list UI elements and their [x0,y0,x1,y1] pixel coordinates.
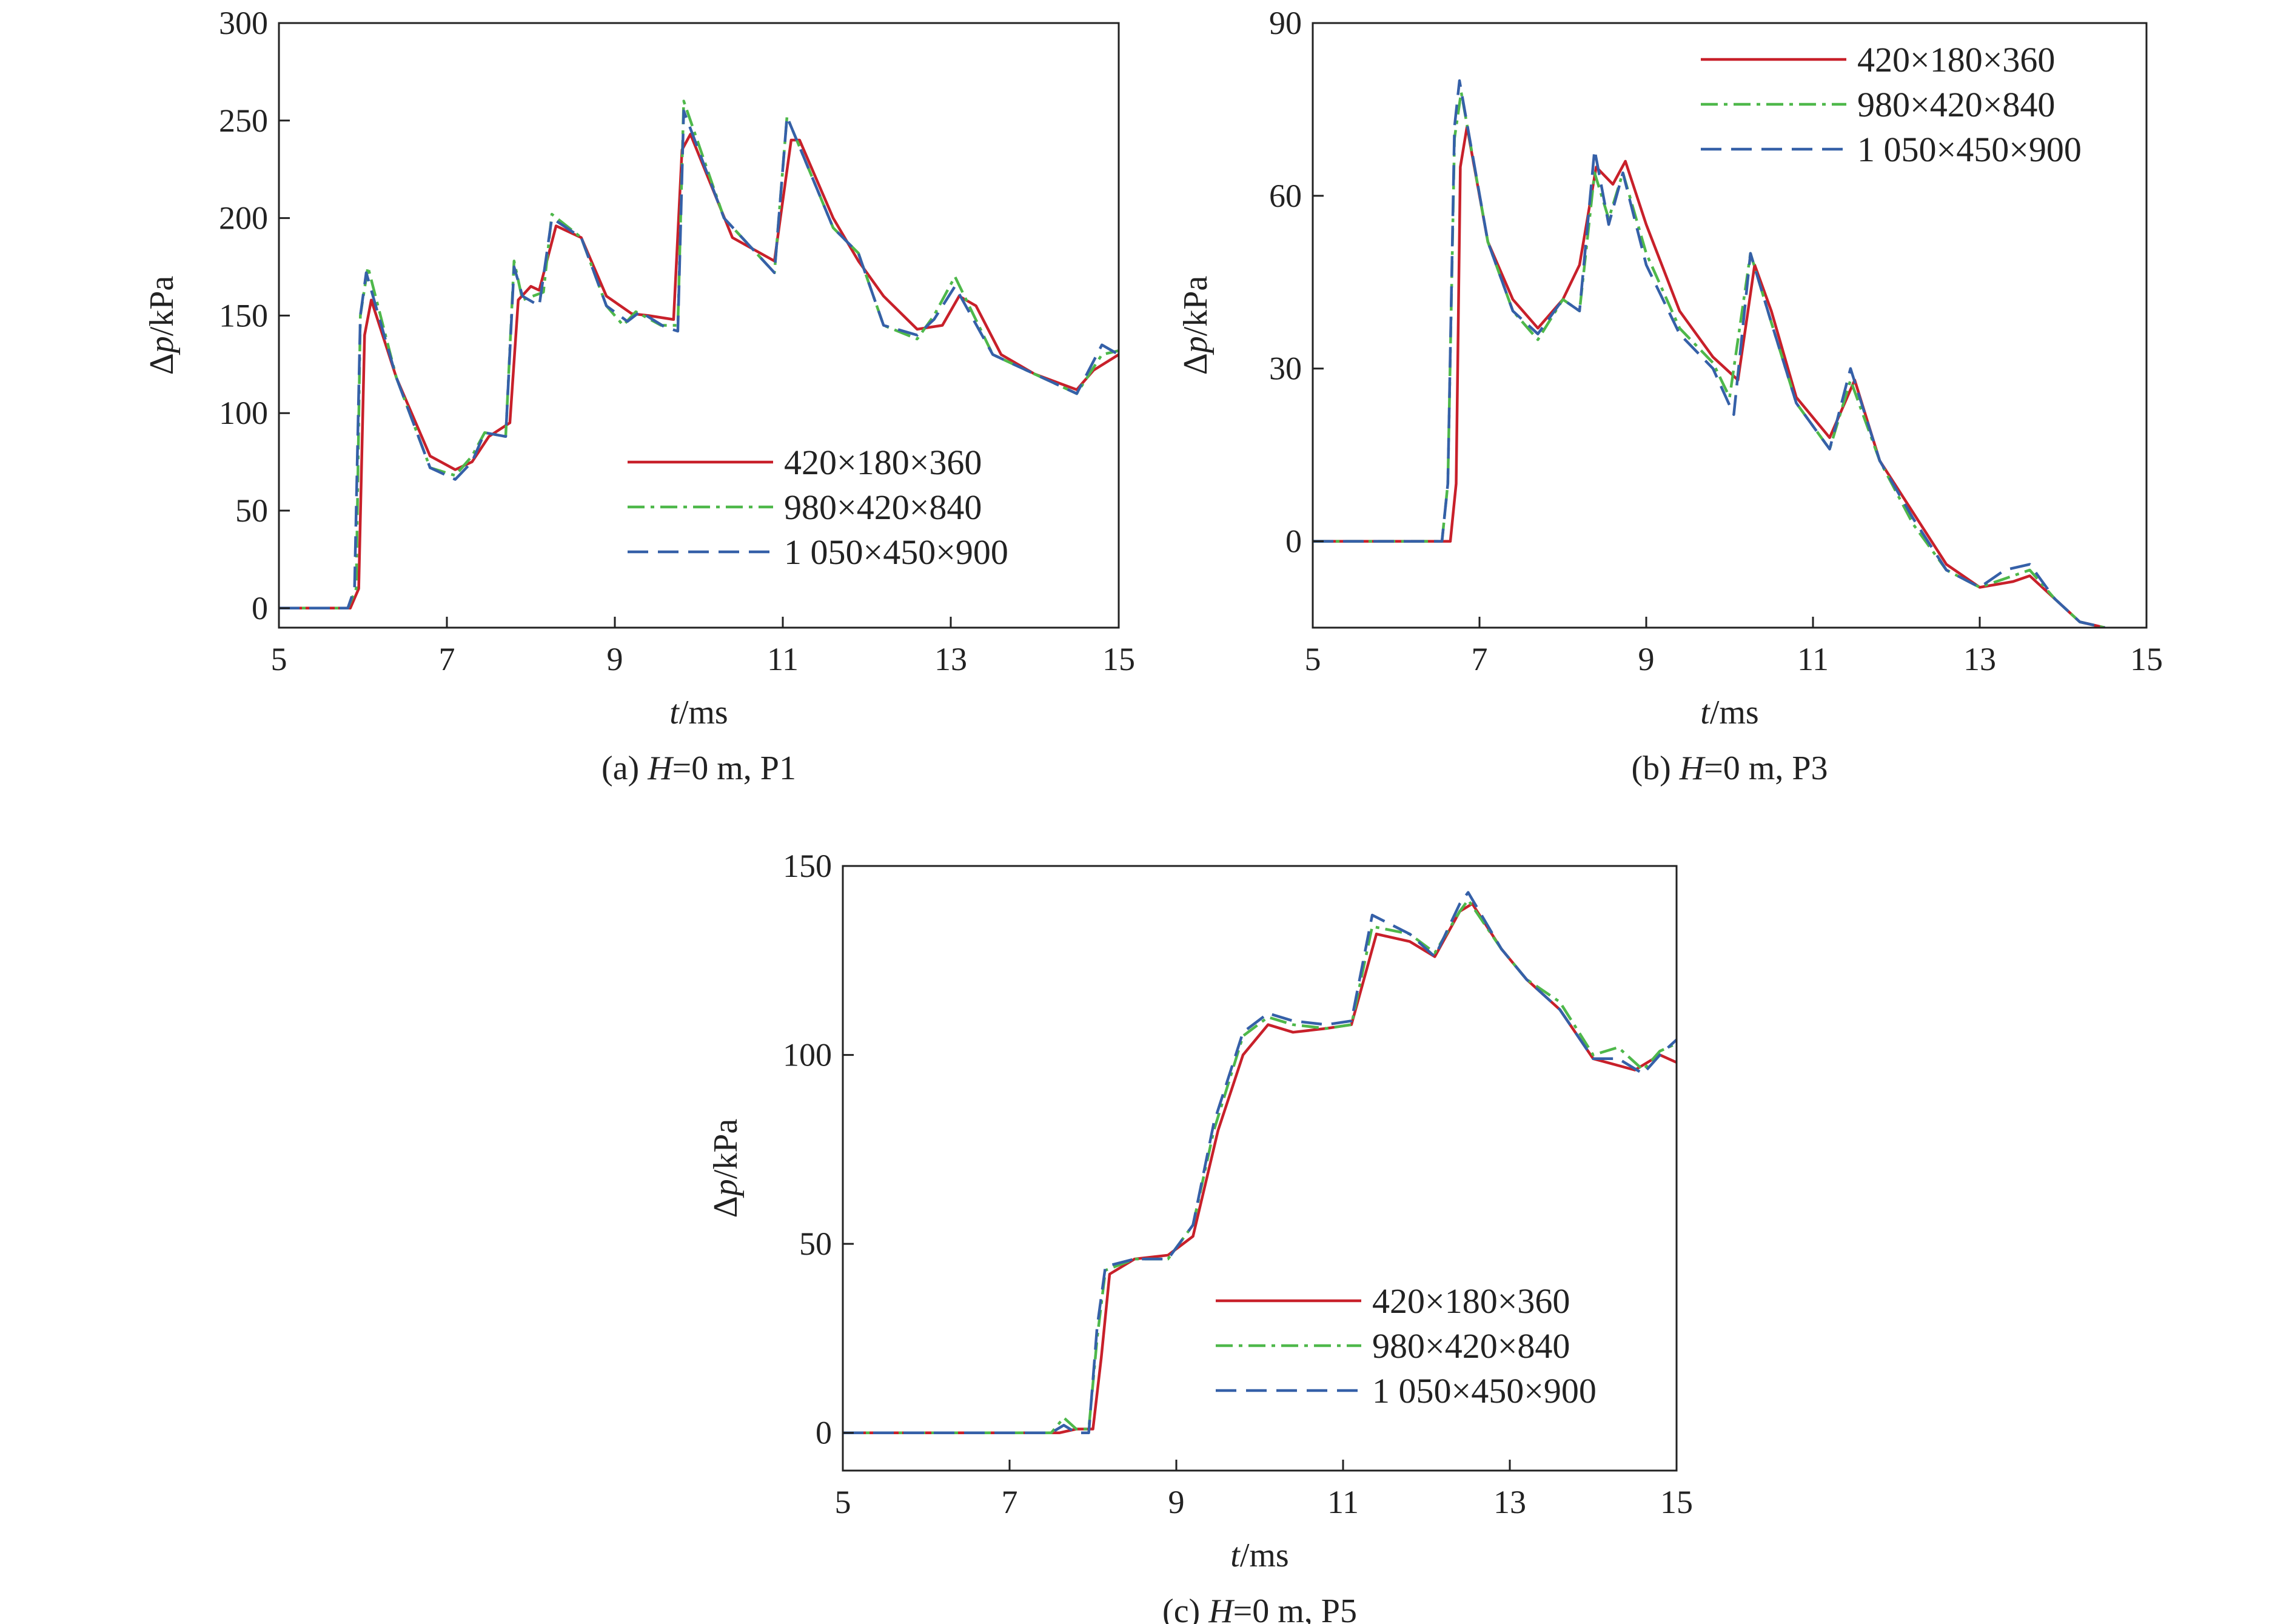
x-tick-label: 11 [1327,1484,1359,1520]
series-line-1 [279,133,1119,610]
y-tick-label: 60 [1269,178,1302,214]
legend-label-3: 1 050×450×900 [1857,130,2082,169]
y-tick-label: 90 [1269,5,1302,41]
legend-label-2: 980×420×840 [1857,85,2055,124]
series-line-3 [279,109,1119,610]
panel-caption: (c) H=0 m, P5 [1162,1592,1357,1624]
y-tick-label: 150 [219,297,268,334]
x-tick-label: 15 [1660,1484,1693,1520]
x-tick-label: 9 [1638,641,1655,677]
legend: 420×180×360 980×420×840 1 050×450×900 [1701,40,2082,169]
x-tick-label: 9 [1168,1484,1185,1520]
y-tick-label: 200 [219,200,268,237]
x-axis-title: t/ms [1700,694,1758,731]
x-tick-label: 13 [1493,1484,1526,1520]
y-axis-title: Δp/kPa [707,1119,745,1218]
panel-caption: (b) H=0 m, P3 [1631,750,1828,787]
x-tick-label: 7 [439,641,455,677]
x-tick-label: 5 [271,641,287,677]
y-axis-title: Δp/kPa [143,276,181,375]
x-tick-label: 11 [767,641,799,677]
series-line-3 [843,891,1677,1434]
x-tick-label: 9 [607,641,623,677]
x-tick-label: 11 [1797,641,1829,677]
legend-label-3: 1 050×450×900 [784,532,1008,572]
y-tick-label: 300 [219,5,268,41]
y-tick-label: 0 [252,590,268,626]
y-tick-label: 100 [219,395,268,431]
legend-label-1: 420×180×360 [784,443,982,482]
y-tick-label: 150 [783,848,832,884]
x-tick-label: 15 [1102,641,1135,677]
x-tick-label: 15 [2130,641,2163,677]
panel-caption: (a) H=0 m, P1 [601,750,796,787]
x-axis-title: t/ms [1230,1537,1288,1574]
legend: 420×180×360 980×420×840 1 050×450×900 [628,443,1008,572]
x-tick-label: 7 [1472,641,1488,677]
plot-frame [1312,22,2148,629]
legend-label-2: 980×420×840 [784,488,982,527]
x-axis-title: t/ms [669,694,728,731]
x-tick-label: 13 [934,641,967,677]
plot-frame [278,22,1120,629]
legend-label-1: 420×180×360 [1857,40,2055,79]
x-tick-label: 13 [1963,641,1996,677]
y-tick-label: 250 [219,102,268,139]
x-tick-label: 7 [1002,1484,1018,1520]
y-tick-label: 50 [235,492,268,529]
legend-label-2: 980×420×840 [1372,1326,1570,1366]
plot-frame [842,865,1678,1472]
legend-label-1: 420×180×360 [1372,1281,1570,1321]
y-tick-label: 0 [816,1415,832,1451]
y-axis-title: Δp/kPa [1177,276,1215,375]
chart-panel-b: 5 7 9 11 13 15 0 30 60 90 t/ms Δp/kPa (b) H=0 m, P3 4… [1177,5,2163,787]
y-tick-label: 100 [783,1037,832,1073]
series-line-2 [1313,90,2105,628]
legend-label-3: 1 050×450×900 [1372,1371,1597,1411]
legend: 420×180×360 980×420×840 1 050×450×900 [1216,1281,1597,1411]
y-tick-label: 50 [799,1226,832,1262]
series-line-1 [1313,125,2105,628]
x-tick-label: 5 [835,1484,851,1520]
y-tick-label: 0 [1285,523,1302,560]
chart-panel-a: 5 7 9 11 13 15050100150200250300t/msΔp/kPa(a)… [143,5,1135,787]
x-tick-label: 5 [1305,641,1321,677]
series-line-3 [1313,79,2105,628]
y-tick-label: 30 [1269,351,1302,387]
